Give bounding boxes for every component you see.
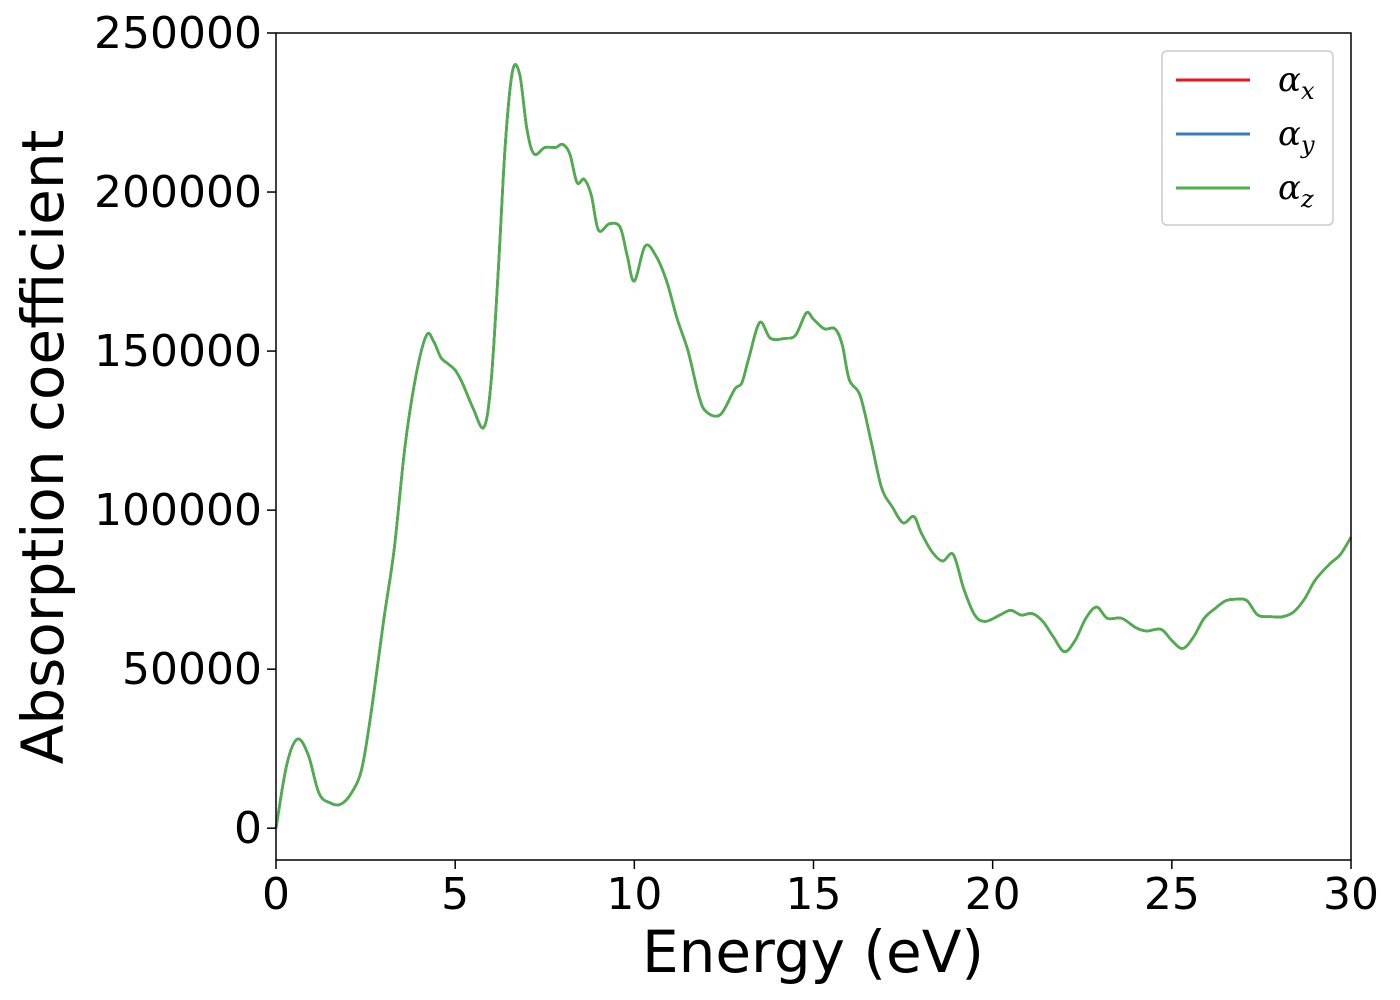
x-axis: 0 5 10 15 20 25 30 bbox=[262, 860, 1379, 920]
x-tick-label: 0 bbox=[262, 869, 290, 920]
legend-box bbox=[1161, 50, 1334, 226]
x-tick-label: 15 bbox=[786, 869, 842, 920]
x-tick-label: 25 bbox=[1144, 869, 1200, 920]
series-layer bbox=[274, 63, 1353, 829]
x-tick-label: 30 bbox=[1323, 869, 1379, 920]
series-line-z bbox=[274, 63, 1353, 829]
y-tick-label: 150000 bbox=[94, 326, 262, 377]
x-tick-label: 10 bbox=[606, 869, 662, 920]
y-axis-label: Absorption coefficient bbox=[9, 130, 77, 765]
y-tick-label: 0 bbox=[234, 803, 262, 854]
x-tick-label: 5 bbox=[441, 869, 469, 920]
y-tick-label: 200000 bbox=[94, 167, 262, 218]
y-tick-label: 250000 bbox=[94, 8, 262, 59]
x-tick-label: 20 bbox=[965, 869, 1021, 920]
y-tick-label: 50000 bbox=[122, 644, 262, 695]
y-axis: 0 50000 100000 150000 200000 250000 bbox=[94, 8, 276, 854]
y-tick-label: 100000 bbox=[94, 485, 262, 536]
x-axis-label: Energy (eV) bbox=[642, 918, 984, 986]
